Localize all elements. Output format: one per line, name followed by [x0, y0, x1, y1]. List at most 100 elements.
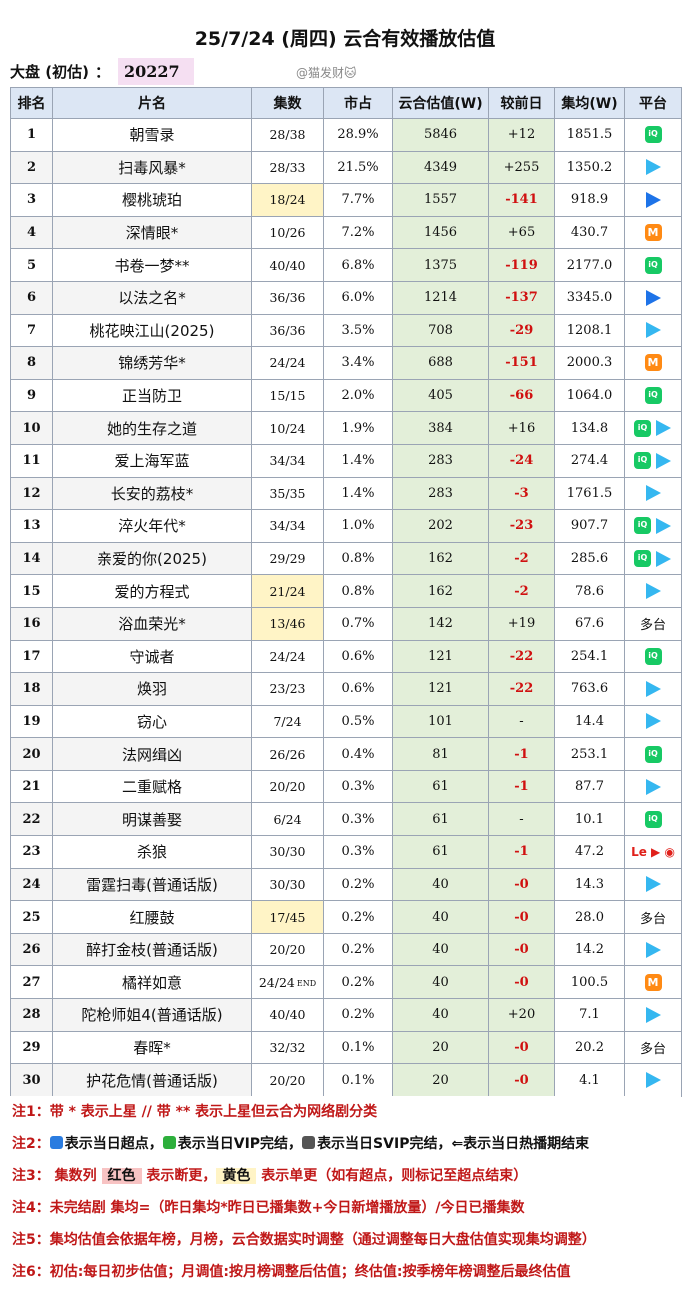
cell-share: 0.4% [323, 737, 393, 771]
cell-change: -1 [488, 835, 555, 869]
cell-title: 亲爱的你(2025) [52, 541, 252, 576]
cell-episodes: 29/29 [251, 541, 324, 576]
tencent-icon [645, 322, 661, 339]
cell-platform [624, 802, 682, 837]
iqiyi-icon [644, 126, 662, 144]
tencent-icon [645, 485, 661, 502]
cell-rank: 28 [10, 998, 53, 1032]
end-of-run-icon: END [296, 978, 317, 988]
cell-estimate: 20 [392, 1063, 489, 1097]
table-row: 6 以法之名* 36/36 6.0% 1214 -137 3345.0 [10, 280, 682, 315]
cell-episodes: 36/36 [251, 313, 324, 348]
cell-title: 爱的方程式 [52, 574, 252, 608]
episodes-text: 24/24 [269, 355, 306, 371]
table-row: 22 明谋善娶 6/24 0.3% 61-10.1 [10, 802, 682, 837]
cell-share: 1.4% [323, 476, 393, 511]
cell-title: 焕羽 [52, 672, 252, 706]
cell-estimate: 61 [392, 769, 489, 804]
cell-title: 醉打金枝(普通话版) [52, 932, 252, 967]
cell-title: 法网缉凶 [52, 737, 252, 771]
cell-episodes: 21/24 [251, 574, 324, 608]
iqiyi-icon [644, 810, 662, 828]
iqiyi-icon [644, 647, 662, 665]
episodes-text: 10/26 [269, 225, 306, 241]
cell-platform [624, 1063, 682, 1097]
table-row: 9 正当防卫 15/15 2.0% 405 -66 1064.0 [10, 378, 682, 413]
cell-title: 她的生存之道 [52, 411, 252, 445]
cell-platform: Le ▶ ◉ [624, 835, 682, 869]
table-row: 20 法网缉凶 26/26 0.4% 81 -1 253.1 [10, 737, 682, 771]
cell-rank: 24 [10, 867, 53, 902]
cell-rank: 9 [10, 378, 53, 413]
cell-platform [624, 998, 682, 1032]
cell-change: -0 [488, 867, 555, 902]
cell-platform [624, 932, 682, 967]
cell-rank: 14 [10, 541, 53, 576]
cell-share: 6.8% [323, 248, 393, 282]
cell-rank: 3 [10, 183, 53, 217]
cell-rank: 6 [10, 280, 53, 315]
cell-episodes: 20/20 [251, 932, 324, 967]
market-summary-colon: ： [94, 62, 110, 81]
cell-change: -1 [488, 737, 555, 771]
cell-change: +255 [488, 150, 555, 185]
note-3-yellow-swatch: 黄色 [216, 1168, 257, 1184]
cell-share: 0.2% [323, 932, 393, 967]
cell-estimate: 1456 [392, 215, 489, 250]
cell-change: - [488, 802, 555, 837]
cell-rank: 29 [10, 1030, 53, 1065]
platform-text: 多台 [639, 911, 666, 927]
mango-icon [644, 354, 662, 372]
cell-avg: 28.0 [554, 900, 625, 934]
cell-change: -119 [488, 248, 555, 282]
cell-change: -0 [488, 1063, 555, 1097]
cell-rank: 18 [10, 672, 53, 706]
cell-episodes: 17/45 [251, 900, 324, 934]
cell-rank: 12 [10, 476, 53, 511]
cell-avg: 918.9 [554, 183, 625, 217]
cell-platform [624, 574, 682, 608]
cell-episodes: 24/24 [251, 346, 324, 380]
tencent-icon [656, 550, 671, 567]
cell-rank: 17 [10, 639, 53, 674]
cell-episodes: 18/24 [251, 183, 324, 217]
cell-rank: 16 [10, 606, 53, 641]
cell-estimate: 20 [392, 1030, 489, 1065]
cell-episodes: 10/26 [251, 215, 324, 250]
cell-platform [624, 118, 682, 152]
ranking-table: 排名 片名 集数 市占 云合估值(W) 较前日 集均(W) 平台 1 朝雪录 28/… [10, 87, 682, 1097]
table-row: 28 陀枪师姐4(普通话版) 40/40 0.2% 40 +20 7.1 [10, 998, 682, 1032]
tencent-icon [645, 941, 661, 958]
cell-rank: 27 [10, 965, 53, 1000]
episodes-text: 29/29 [269, 551, 306, 567]
market-summary: 大盘 (初估) ： 20227 [10, 56, 194, 86]
cell-platform [624, 411, 682, 445]
table-row: 4 深情眼* 10/26 7.2% 1456 +65 430.7 [10, 215, 682, 250]
cell-estimate: 283 [392, 476, 489, 511]
episodes-text: 24/24 [258, 974, 295, 990]
cell-share: 7.7% [323, 183, 393, 217]
episodes-text: 36/36 [269, 322, 306, 338]
cell-title: 明谋善娶 [52, 802, 252, 837]
cell-episodes: 32/32 [251, 1030, 324, 1065]
cell-title: 正当防卫 [52, 378, 252, 413]
cell-episodes: 6/24 [251, 802, 324, 837]
table-row: 16 浴血荣光* 13/46 0.7% 142 +19 67.6 多台 [10, 606, 682, 641]
cell-share: 0.6% [323, 639, 393, 674]
episodes-text: 30/30 [269, 876, 306, 892]
cell-change: +65 [488, 215, 555, 250]
cell-episodes: 10/24 [251, 411, 324, 445]
episodes-text: 35/35 [269, 485, 306, 501]
cell-estimate: 61 [392, 835, 489, 869]
cell-episodes: 30/30 [251, 867, 324, 902]
cell-change: -151 [488, 346, 555, 380]
table-row: 26 醉打金枝(普通话版) 20/20 0.2% 40 -0 14.2 [10, 932, 682, 967]
table-row: 8 锦绣芳华* 24/24 3.4% 688 -151 2000.3 [10, 346, 682, 380]
table-row: 19 窃心 7/24 0.5% 101-14.4 [10, 704, 682, 739]
cell-platform: 多台 [624, 900, 682, 934]
cell-episodes: 30/30 [251, 835, 324, 869]
table-row: 17 守诚者 24/24 0.6% 121 -22 254.1 [10, 639, 682, 674]
episodes-text: 20/20 [269, 942, 306, 958]
cell-episodes: 26/26 [251, 737, 324, 771]
episodes-text: 10/24 [269, 420, 306, 436]
